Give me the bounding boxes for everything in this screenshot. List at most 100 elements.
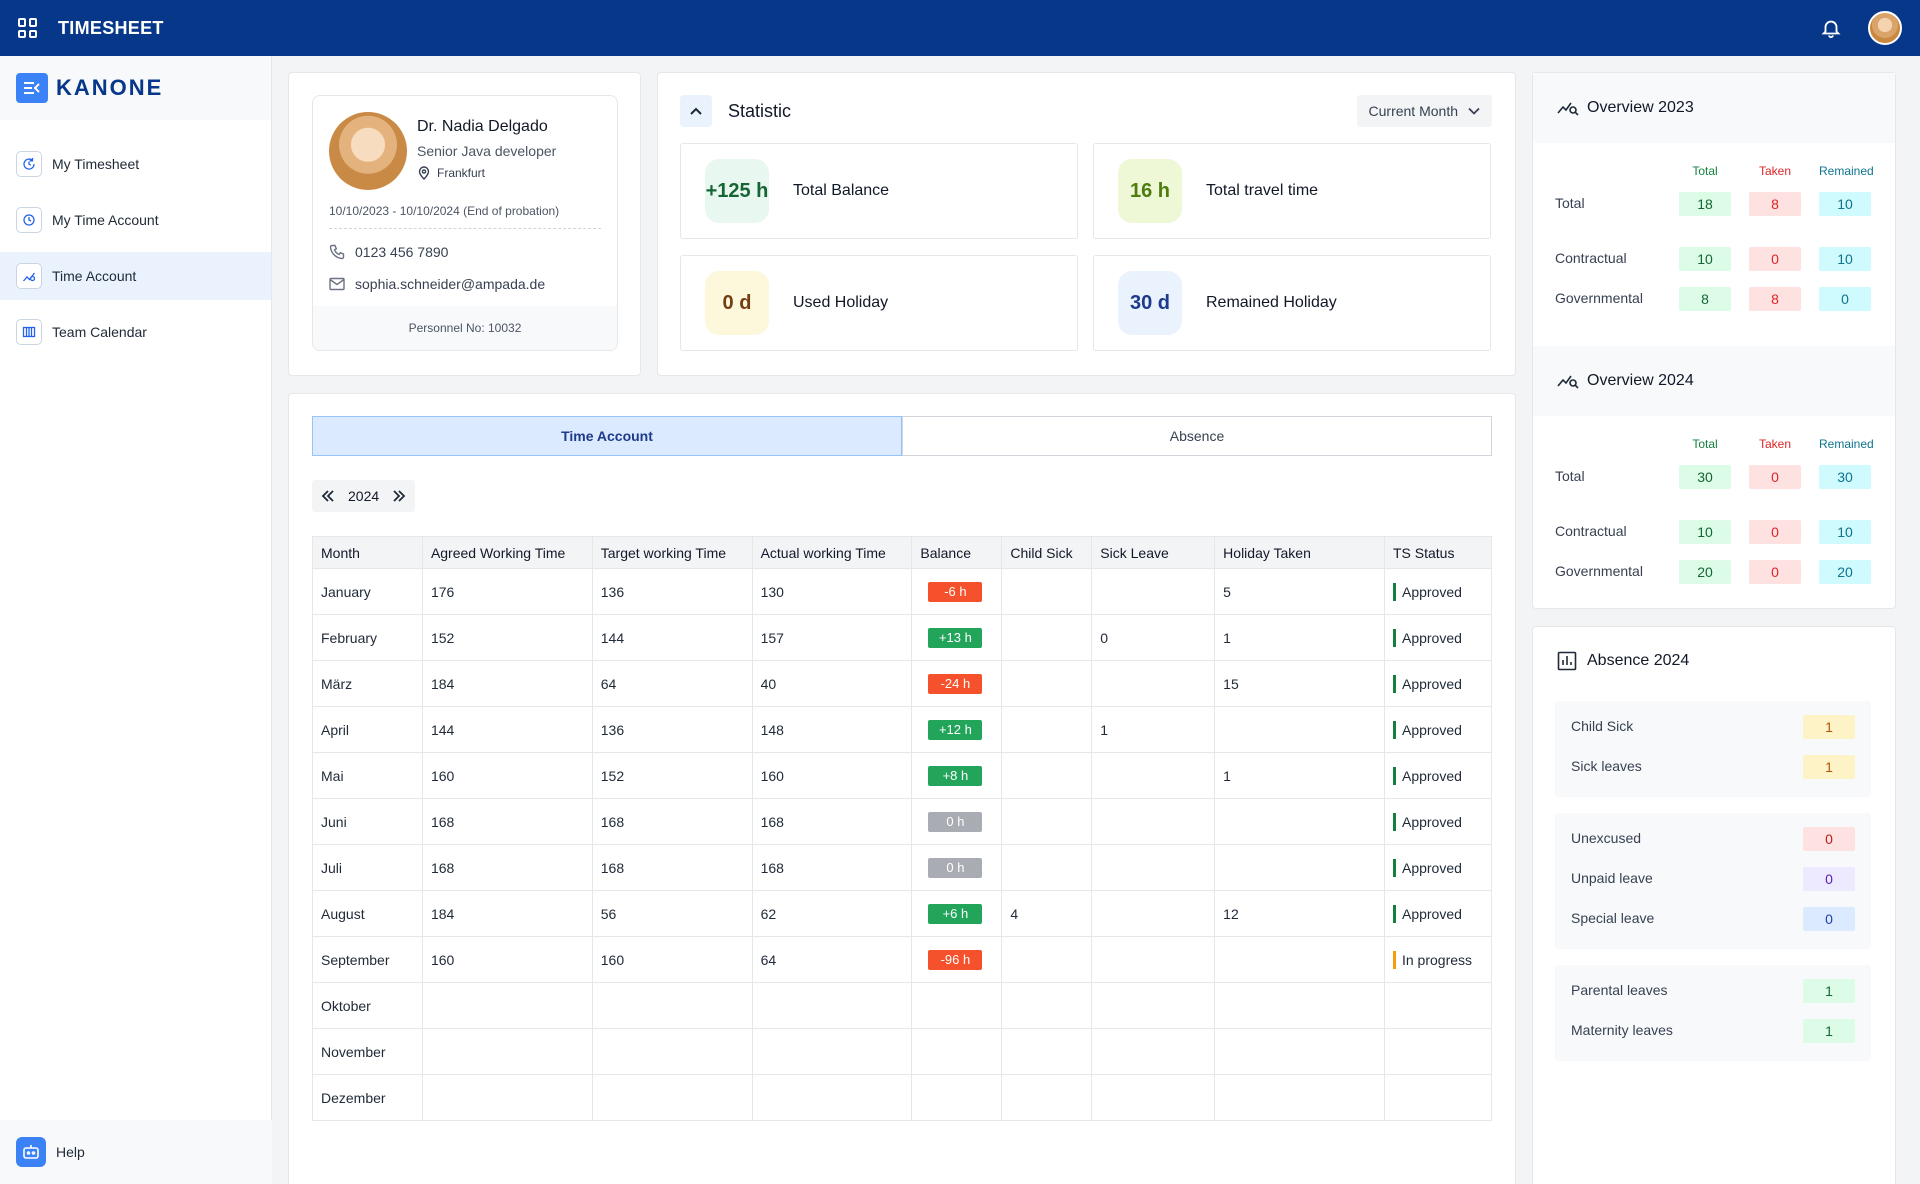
absence-label: Unpaid leave [1571, 870, 1653, 886]
balance-cell: 0 h [911, 844, 1003, 891]
balance-cell: +12 h [911, 706, 1003, 753]
stat-value: 0 d [705, 271, 769, 335]
balance-cell: -6 h [911, 568, 1003, 615]
balance-badge: 0 h [928, 857, 983, 878]
remained-value: 10 [1819, 192, 1871, 216]
tab-time-account[interactable]: Time Account [312, 416, 902, 456]
overview-row: Total 18 8 10 [1533, 192, 1895, 216]
target-time-cell [591, 982, 753, 1029]
table-row: Oktober [312, 982, 1493, 1029]
overview2024-header: Overview 2024 [1533, 346, 1895, 416]
column-header: Total [1692, 164, 1718, 178]
sidebar-item-label: My Timesheet [52, 156, 140, 172]
menu-collapse-icon[interactable] [16, 73, 48, 103]
apps-grid-icon[interactable] [18, 18, 38, 38]
agreed-time-cell: 144 [421, 706, 593, 753]
absence-row: Unexcused 0 [1555, 827, 1871, 851]
column-header: Balance [911, 536, 1003, 569]
table-row: Mai 160 152 160 +8 h 1 Approved [312, 752, 1493, 799]
child-sick-cell [1001, 614, 1093, 661]
absence-panel: Absence 2024 Child Sick 1 Sick leaves 1 Unex… [1532, 626, 1896, 1184]
time-account-panel: Time Account Absence 2024 Month Agreed Wo… [288, 393, 1516, 1184]
absence-value: 0 [1803, 827, 1855, 851]
sidebar-item-my-time-account[interactable]: My Time Account [0, 196, 271, 244]
statistic-title: Statistic [728, 100, 792, 121]
target-time-cell [591, 1028, 753, 1075]
sidebar-item-time-account[interactable]: Time Account [0, 252, 271, 300]
ts-status-cell: Approved [1383, 568, 1493, 615]
profile-card: Dr. Nadia Delgado Senior Java developer … [312, 95, 618, 351]
target-time-cell: 168 [591, 844, 753, 891]
absence-label: Maternity leaves [1571, 1022, 1673, 1038]
taken-value: 0 [1749, 247, 1801, 271]
taken-value: 0 [1749, 560, 1801, 584]
previous-year-button[interactable] [312, 480, 344, 512]
help-button[interactable]: Help [0, 1120, 272, 1184]
taken-value: 0 [1749, 465, 1801, 489]
agreed-time-cell: 168 [421, 798, 593, 845]
profile-phone[interactable]: 0123 456 7890 [329, 244, 448, 260]
balance-badge: 0 h [928, 811, 983, 832]
month-cell: November [312, 1028, 423, 1075]
period-select[interactable]: Current Month [1356, 95, 1492, 127]
holiday-taken-cell: 5 [1214, 568, 1385, 615]
actual-time-cell: 40 [751, 660, 913, 707]
balance-badge: +8 h [928, 765, 983, 786]
table-row: März 184 64 40 -24 h 15 Approved [312, 660, 1493, 707]
stat-label: Remained Holiday [1206, 294, 1337, 311]
overview-row: Governmental 20 0 20 [1533, 560, 1895, 584]
absence-value: 1 [1803, 755, 1855, 779]
table-row: April 144 136 148 +12 h 1 Approved [312, 706, 1493, 753]
collapse-statistic-button[interactable] [680, 95, 712, 127]
status-indicator [1392, 812, 1396, 831]
location-pin-icon [418, 166, 430, 180]
profile-location: Frankfurt [417, 166, 485, 180]
ts-status-cell [1383, 1074, 1493, 1121]
status-indicator [1392, 904, 1396, 923]
agreed-time-cell [421, 1074, 593, 1121]
child-sick-cell [1001, 660, 1093, 707]
column-header: Remained [1819, 437, 1874, 451]
next-year-button[interactable] [383, 480, 415, 512]
user-avatar[interactable] [1868, 11, 1902, 45]
actual-time-cell [751, 1074, 913, 1121]
column-header: Child Sick [1001, 536, 1093, 569]
ts-status-cell: Approved [1383, 890, 1493, 937]
sidebar-item-team-calendar[interactable]: Team Calendar [0, 308, 271, 356]
balance-cell: +13 h [911, 614, 1003, 661]
holiday-taken-cell: 12 [1214, 890, 1385, 937]
month-cell: März [312, 660, 423, 707]
profile-contract-dates: 10/10/2023 - 10/10/2024 (End of probatio… [329, 204, 560, 218]
taken-value: 0 [1749, 520, 1801, 544]
total-value: 10 [1679, 520, 1731, 544]
profile-email[interactable]: sophia.schneider@ampada.de [329, 276, 545, 292]
table-row: August 184 56 62 +6 h 4 12 Approved [312, 890, 1493, 937]
target-time-cell: 56 [591, 890, 753, 937]
tab-absence[interactable]: Absence [902, 416, 1492, 456]
sidebar-item-my-timesheet[interactable]: My Timesheet [0, 140, 271, 188]
overview-row-label: Contractual [1555, 523, 1627, 539]
child-sick-cell [1001, 568, 1093, 615]
column-header: Taken [1758, 164, 1792, 178]
bell-icon[interactable] [1820, 17, 1842, 39]
status-indicator [1392, 766, 1396, 785]
ts-status-cell [1383, 1028, 1493, 1075]
stat-card-total-travel-time: 16 h Total travel time [1093, 143, 1491, 239]
brand-logo: KANONE [56, 75, 164, 100]
mail-icon [329, 277, 345, 291]
chevrons-left-icon [321, 490, 334, 502]
table-row: November [312, 1028, 1493, 1075]
sidebar-item-label: Team Calendar [52, 324, 147, 340]
column-header: TS Status [1383, 536, 1493, 569]
actual-time-cell: 62 [751, 890, 913, 937]
overview-row-label: Contractual [1555, 250, 1627, 266]
overview-row-label: Total [1555, 468, 1585, 484]
table-row: January 176 136 130 -6 h 5 Approved [312, 568, 1493, 615]
status-text: Approved [1401, 675, 1462, 692]
statistic-panel: Statistic Current Month +125 h Total Bala… [657, 72, 1516, 376]
overview-panel: Overview 2023 Total Taken Remained Total 18 8 1… [1532, 72, 1896, 609]
actual-time-cell [751, 1028, 913, 1075]
ts-status-cell [1383, 982, 1493, 1029]
absence-value: 0 [1803, 907, 1855, 931]
absence-row: Special leave 0 [1555, 907, 1871, 931]
